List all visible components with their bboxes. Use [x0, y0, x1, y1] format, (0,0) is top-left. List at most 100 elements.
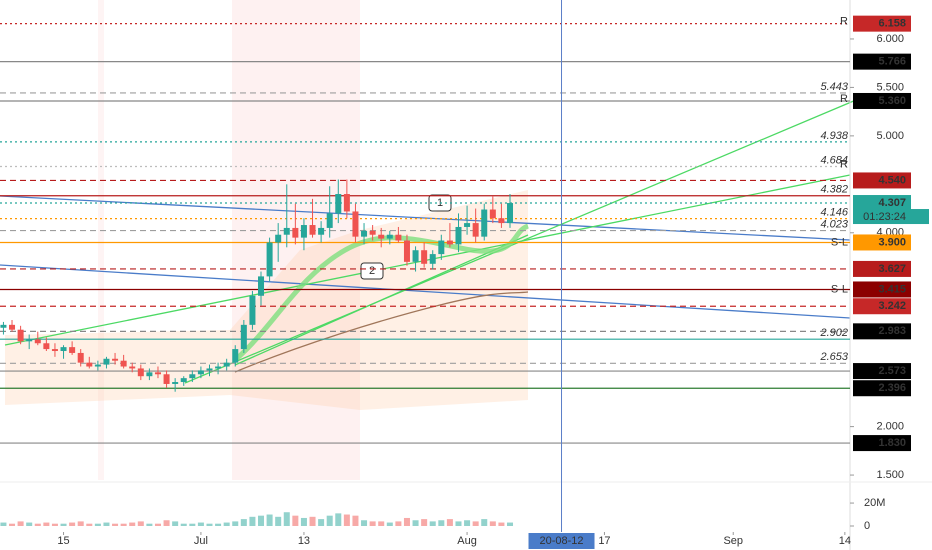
price-tag-label: 2.396: [878, 382, 906, 394]
price-tag: [853, 363, 911, 380]
volume-bar: [369, 521, 376, 526]
volume-bar: [206, 523, 213, 526]
candle-body: [9, 324, 16, 330]
volume-bar: [129, 522, 136, 526]
candle-body: [112, 358, 119, 361]
candle-body: [180, 378, 187, 383]
volume-bar: [481, 519, 488, 526]
candle-body: [197, 370, 204, 375]
volume-bar: [215, 523, 222, 526]
candle-body: [120, 360, 127, 367]
volume-bar: [412, 520, 419, 526]
x-tick-label: Aug: [457, 535, 477, 547]
volume-bar: [489, 521, 496, 526]
y-tick-label: 0: [864, 520, 870, 532]
candle-body: [69, 347, 76, 353]
candle-body: [421, 250, 428, 264]
volume-bar: [421, 519, 428, 526]
price-tag-label: 3.900: [878, 236, 906, 248]
line-note: R: [840, 93, 848, 105]
candle-body: [318, 227, 325, 235]
price-tag: [853, 298, 911, 315]
volume-bar: [498, 522, 505, 526]
candle-body: [352, 211, 359, 237]
volume-bar: [34, 523, 41, 526]
price-tag-label: 6.158: [878, 18, 906, 30]
price-tag: [853, 260, 911, 277]
price-tag: [853, 92, 911, 109]
candle-body: [378, 234, 385, 239]
volume-bar: [120, 523, 127, 526]
y-tick-label: 5.500: [876, 81, 904, 93]
candle-body: [446, 240, 453, 245]
price-label: 4.023: [820, 218, 848, 230]
volume-bar: [26, 522, 33, 526]
x-tick-label: 13: [298, 535, 310, 547]
x-tick-label: 17: [598, 535, 610, 547]
y-tick-label: 5.000: [876, 130, 904, 142]
volume-bar: [146, 523, 153, 526]
candle-body: [26, 339, 33, 342]
callout-box: [360, 262, 384, 280]
y-tick-label: 6.000: [876, 33, 904, 45]
candle-body: [455, 226, 462, 245]
candle-body: [438, 240, 445, 255]
volume-bar: [86, 523, 93, 526]
price-tag-label: 4.540: [878, 174, 906, 186]
countdown-tag: [853, 209, 929, 225]
price-tag: [853, 435, 911, 452]
price-tag-label: 1.830: [878, 437, 906, 449]
candle-body: [137, 368, 144, 377]
volume-bar: [223, 522, 230, 526]
volume-bar: [335, 513, 342, 526]
volume-bar: [386, 522, 393, 526]
y-tick-label: 1.500: [876, 469, 904, 481]
volume-bar: [60, 523, 67, 526]
price-tag-label: 5.766: [878, 56, 906, 68]
candle-body: [395, 234, 402, 241]
volume-bar: [300, 517, 307, 526]
volume-bar: [438, 520, 445, 526]
volume-bar: [163, 520, 170, 526]
candle-body: [249, 295, 256, 325]
candle-body: [335, 194, 342, 214]
price-tag: [853, 53, 911, 70]
envelope: [5, 190, 528, 410]
candle-body: [361, 230, 368, 237]
line-note: S-L: [831, 283, 848, 295]
price-label: 2.653: [819, 351, 848, 363]
candle-body: [172, 382, 179, 384]
line-note: S-L: [831, 236, 848, 248]
volume-bar: [232, 521, 239, 526]
candle-body: [403, 240, 410, 262]
candle-body: [326, 213, 333, 228]
candle-body: [189, 374, 196, 379]
price-tag: [853, 234, 911, 251]
candle-body: [94, 364, 101, 367]
volume-bar: [43, 522, 50, 526]
candle-body: [464, 223, 471, 227]
volume-bar: [197, 522, 204, 526]
candle-body: [43, 343, 50, 350]
price-tag-label: 3.242: [878, 300, 906, 312]
volume-bar: [446, 519, 453, 526]
x-tick-label: 15: [57, 535, 69, 547]
candle-body: [240, 324, 247, 350]
price-label: 4.684: [820, 154, 848, 166]
price-tag-label: 3.627: [878, 263, 906, 275]
volume-bar: [266, 514, 273, 526]
candle-body: [17, 329, 24, 342]
candle-body: [309, 225, 316, 235]
candle-body: [472, 223, 479, 237]
price-label: 4.938: [820, 130, 848, 142]
price-tag: [853, 15, 911, 32]
candle-body: [51, 349, 58, 352]
price-tag: [853, 172, 911, 189]
candle-body: [77, 352, 84, 363]
y-tick-label: 2.000: [876, 421, 904, 433]
candle-body: [343, 194, 350, 212]
volume-bar: [378, 521, 385, 526]
candle-body: [232, 349, 239, 363]
x-tick-label: 14: [839, 535, 851, 547]
candle-body: [498, 218, 505, 224]
